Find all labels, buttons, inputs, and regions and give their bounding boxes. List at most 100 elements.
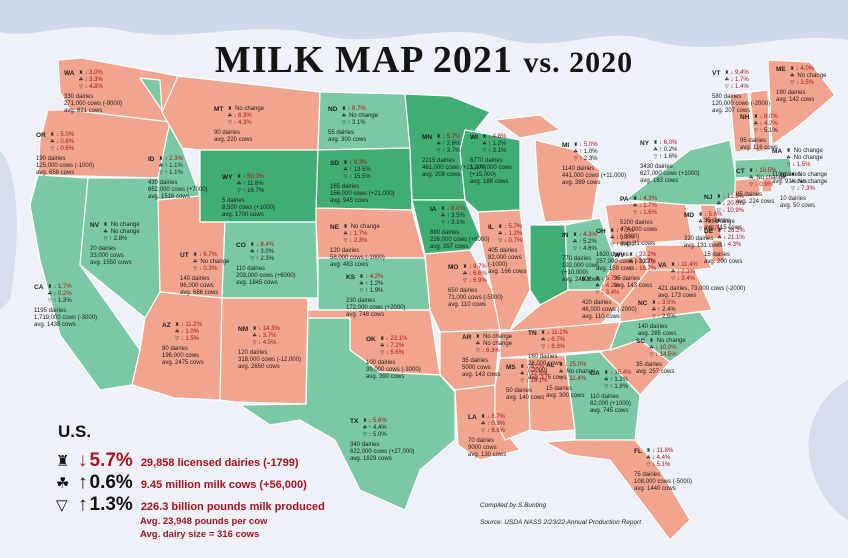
state-summary: 35 dairies 5000 cows avg. 143 cows — [462, 358, 512, 380]
state-change-value: 2.8% — [112, 236, 128, 243]
state-change-rows: ♜↓ 11.4% ☘↓ 2.3% ▽ ↓ 3.4% — [670, 262, 698, 284]
arrow-down-icon: ↓ — [655, 345, 659, 352]
state-abbr: MD — [684, 212, 695, 219]
arrow-down-icon: ↓ — [704, 226, 708, 233]
dairy-barn-icon: ♜ — [786, 148, 791, 154]
state-change-rows: ♜↓ 5.7% ☘↓ 1.2% ▽ ↓ 0.7% — [497, 224, 522, 246]
arrow-down-icon: ↓ — [601, 290, 605, 297]
state-summary: 70 dairies 9000 cows avg. 130 cows — [468, 438, 506, 460]
state-summary-line: avg. 1845 cows — [236, 280, 278, 287]
state-change-row: ▽ ↓ 4.3% — [226, 120, 264, 127]
cow-icon: ☘ — [646, 455, 651, 462]
state-abbr: TN — [528, 330, 537, 337]
state-change-row: ♜↓ 5.0% — [49, 132, 74, 139]
state-summary-line: 95 dairies — [740, 137, 767, 144]
state-summary-line: (+10,000) — [562, 270, 588, 277]
state-change-value: 8.0% — [449, 206, 465, 212]
state-change-row: ☘ No change — [785, 155, 822, 162]
us-heading: U.S. — [58, 422, 92, 441]
cow-icon: ☘ — [480, 421, 486, 428]
milk-splash-left — [0, 150, 17, 310]
state-label-ne: NE ♜ No change ☘↓ 1.7% ▽ ↓ 2.3% 120 dairies 58… — [330, 224, 385, 269]
state-change-value: 19.1% — [528, 378, 548, 385]
state-label-tn: TN ♜↓ 11.1% ☘↓ 6.7% ▽ ↓ 6.3% 160 dairies 28,00… — [528, 330, 568, 382]
state-abbr: MT — [214, 106, 224, 113]
state-shape-ME — [767, 59, 836, 146]
milk-jug-icon: ▽ — [559, 376, 564, 383]
cow-icon: ☘ — [47, 291, 53, 298]
state-change-row: ▽ ↓ 4.8% — [77, 84, 103, 91]
state-change-row: ▽ ↑ 2.3% — [572, 156, 598, 163]
state-summary: 85 dairies avg. 224 cows — [736, 192, 785, 206]
state-change-rows: ♜↓ 8.7% ☘ No change ▽ ↑ 3.1% — [340, 106, 378, 128]
state-summary-line: 172,000 cows (+2000) — [346, 304, 406, 311]
state-change-value: 0.2% — [56, 291, 72, 298]
state-change-row: ▽ ↓ 5.6% — [379, 350, 408, 357]
state-abbr: NH — [740, 114, 750, 121]
state-change-row: ♜↓ 5.7% — [497, 224, 522, 231]
state-shape-NM — [219, 297, 309, 405]
state-summary-line: avg. 110 cows — [582, 314, 620, 321]
state-change-row: ▽ ↑ 3.7% — [435, 148, 461, 155]
state-change-value: No change — [483, 341, 513, 348]
state-change-value: 1.0% — [183, 329, 200, 336]
state-change-value: No change — [110, 222, 140, 228]
dairy-barn-icon: ♜ — [362, 418, 368, 424]
state-change-row: ▽ ↓ 11.4% — [558, 376, 596, 383]
state-summary: 880 dairies 226,000 cows (+8000) avg. 257 … — [430, 230, 490, 252]
state-change-value: 9.7% — [471, 264, 487, 270]
state-label-ky: KY ♜↓ 5.7% ☘↓ 4.2% ▽ ↓ 3.4% 420 dairies 46,000… — [582, 276, 637, 321]
dairy-barn-icon: ♜ — [475, 334, 481, 340]
state-summary: 140 dairies 96,000 cows avg. 686 cows — [180, 276, 229, 298]
state-label-nv: NV ♜ No change ☘ No change ▽ ↑ 2.8% 20 dairie… — [90, 222, 140, 267]
state-change-row: ▽ ↑ 1.9% — [358, 288, 384, 295]
state-change-row: ♜↓ 5.6% — [697, 212, 735, 219]
state-label-mi: MI ♜↓ 5.0% ☘↑ 1.0% ▽ ↑ 2.3% 1140 dairies 441,0… — [562, 142, 626, 187]
state-summary-line: 33,000 cows — [90, 252, 124, 259]
arrow-down-icon: ↓ — [722, 208, 726, 215]
state-change-value: No change — [798, 172, 828, 178]
arrow-down-icon: ↓ — [349, 160, 353, 166]
state-summary-line: avg. 175 cows — [528, 375, 567, 382]
state-summary-line: 110 dairies — [590, 393, 619, 400]
state-summary: 190 dairies avg. 142 cows — [776, 90, 826, 104]
state-change-value: 5.2% — [581, 239, 597, 246]
arrow-up-icon: ↑ — [609, 377, 613, 384]
state-change-value: 5.1% — [762, 128, 778, 135]
state-change-value: 8.4% — [258, 242, 275, 248]
dairy-barn-icon: ♜ — [670, 262, 676, 268]
state-label-nh: NH ♜↓ 8.0% ☘↓ 4.2% ▽ ↑ 5.1% 95 dairies avg. 11… — [740, 114, 778, 152]
state-abbr: MS — [506, 364, 516, 371]
state-summary-line: 421 dairies, 73,000 cows (-2000) — [658, 285, 746, 292]
state-summary-line: avg. 1438 cows — [34, 322, 76, 329]
state-change-row: ♜↓ 26.2% — [716, 228, 744, 235]
state-label-co: CO ♜↓ 8.4% ☘↑ 3.0% ▽ ↑ 2.3% 110 dairies 203,00… — [236, 242, 296, 287]
arrow-down-icon: ↓ — [722, 194, 726, 200]
state-change-value: 16.7% — [245, 188, 265, 195]
state-summary-line: 320 dairies — [684, 235, 714, 242]
cow-icon: ☘ — [632, 203, 638, 210]
state-change-row: ♜↓ 10.5% — [748, 168, 786, 175]
state-change-row: ♜↓ 14.3% — [251, 326, 279, 333]
state-abbr: ID — [148, 156, 155, 163]
arrow-down-icon: ↓ — [487, 134, 491, 140]
state-change-rows: ♜↓ 11.2% ☘↓ 1.0% ▽ ↓ 1.5% — [174, 322, 202, 344]
arrow-down-icon: ↓ — [651, 455, 655, 462]
state-label-ri: RI ♜ No change ☘ No change ▽ ↓ 7.3% 10 dairie… — [780, 172, 827, 210]
state-change-value: 4.3% — [641, 196, 657, 202]
state-change-row: ♜↓ 5.7% — [594, 276, 619, 283]
cow-icon: ☘ — [610, 235, 615, 242]
arrow-down-icon: ↓ — [84, 70, 88, 76]
state-change-value: 4.8% — [490, 134, 507, 140]
state-change-row: ☘↓ 6.3% — [226, 113, 264, 120]
state-label-wi: WI ♜↓ 4.8% ☘↑ 1.2% ▽ ↑ 3.1% 6770 dairies 1,274… — [470, 134, 512, 186]
state-summary-line: avg. 188 cows — [470, 179, 509, 186]
state-summary-line: avg. 166 cows — [488, 269, 527, 276]
state-change-value: 3.1% — [350, 120, 366, 127]
state-change-value: 9.4% — [733, 70, 749, 76]
state-change-value: 1.5% — [795, 162, 811, 169]
state-change-value: 6.3% — [236, 113, 252, 120]
arrow-down-icon: ↓ — [55, 146, 59, 153]
map-title-main: MILK MAP 2021 — [214, 39, 513, 81]
state-change-value: 3.1% — [449, 220, 465, 227]
